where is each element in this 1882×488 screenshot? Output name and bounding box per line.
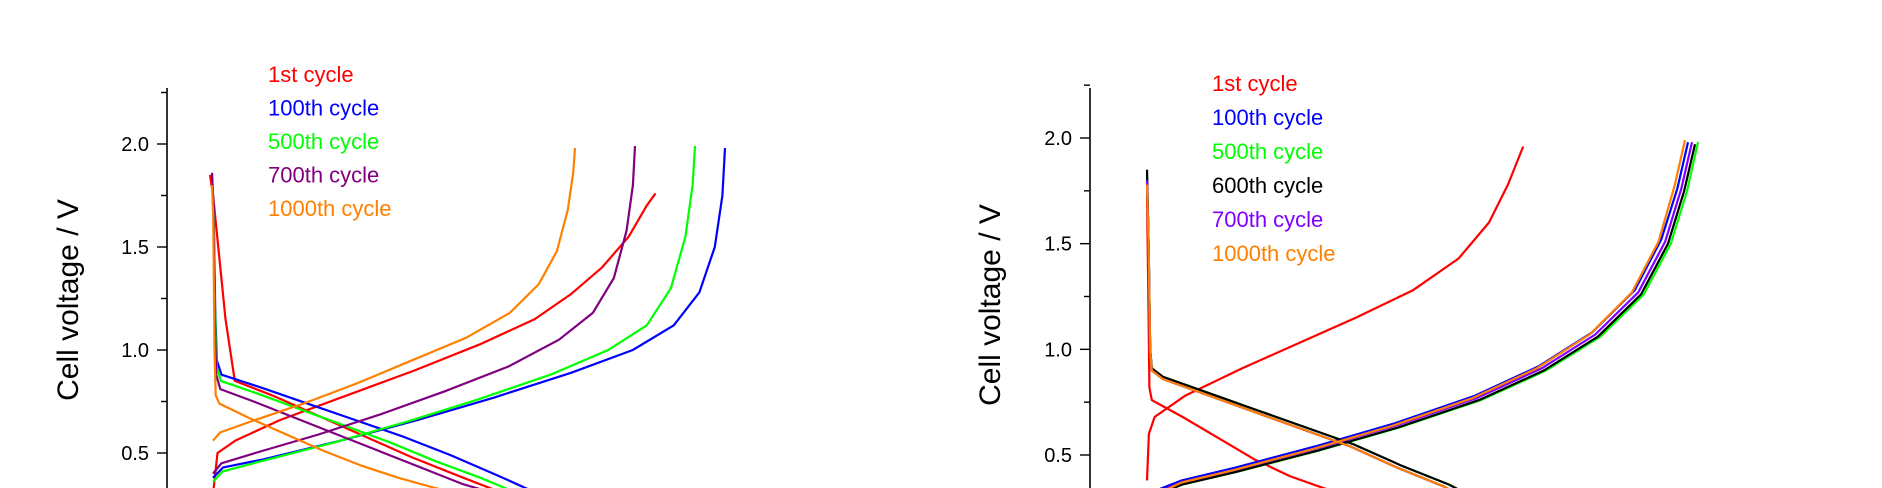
y-axis-title: Cell voltage / V (974, 204, 1007, 406)
series-line-discharge (1145, 184, 1450, 488)
series-line-charge (212, 148, 727, 479)
legend-entry: 100th cycle (268, 96, 379, 121)
y-axis-title: Cell voltage / V (52, 199, 85, 401)
legend-entry: 1000th cycle (268, 196, 392, 221)
legend-entry: 700th cycle (1212, 207, 1323, 232)
y-tick-label: 2.0 (121, 134, 149, 156)
y-tick-label: 1.0 (121, 340, 149, 362)
series-line-charge (212, 146, 697, 483)
series-line-charge (1170, 144, 1697, 488)
legend-entry: 1st cycle (268, 62, 354, 87)
legend-entry: 600th cycle (1212, 173, 1323, 198)
legend-entry: 1000th cycle (1212, 241, 1336, 266)
legend-entry: 500th cycle (1212, 139, 1323, 164)
series-line-charge (1145, 146, 1525, 481)
y-tick-label: 2.0 (1044, 128, 1072, 150)
chart-right: 0.5 1.0 1.5 2.0 Cell voltage / V 1st cycle 100… (974, 71, 1700, 488)
series-line-discharge (1145, 195, 1327, 488)
y-tick-label: 1.5 (121, 237, 149, 259)
chart-left: 0.5 1.0 1.5 2.0 Cell voltage / V 1st cycle 100… (52, 62, 727, 488)
legend-entry: 700th cycle (268, 163, 379, 188)
legend-entry: 1st cycle (1212, 71, 1298, 96)
series-line-discharge (210, 174, 529, 488)
series-line-charge (212, 192, 657, 488)
y-tick-label: 0.5 (1044, 445, 1072, 467)
series-line-charge (212, 146, 637, 475)
series-line-charge (212, 148, 577, 442)
series-line-charge (1159, 141, 1690, 488)
series-line-charge (1167, 139, 1687, 488)
y-tick-label: 1.0 (1044, 339, 1072, 361)
y-tick-label: 1.5 (1044, 234, 1072, 256)
series-line-discharge (210, 181, 508, 488)
y-tick-label: 0.5 (121, 443, 149, 465)
series-line-discharge (210, 185, 440, 488)
legend-entry: 500th cycle (268, 129, 379, 154)
legend-entry: 100th cycle (1212, 105, 1323, 130)
